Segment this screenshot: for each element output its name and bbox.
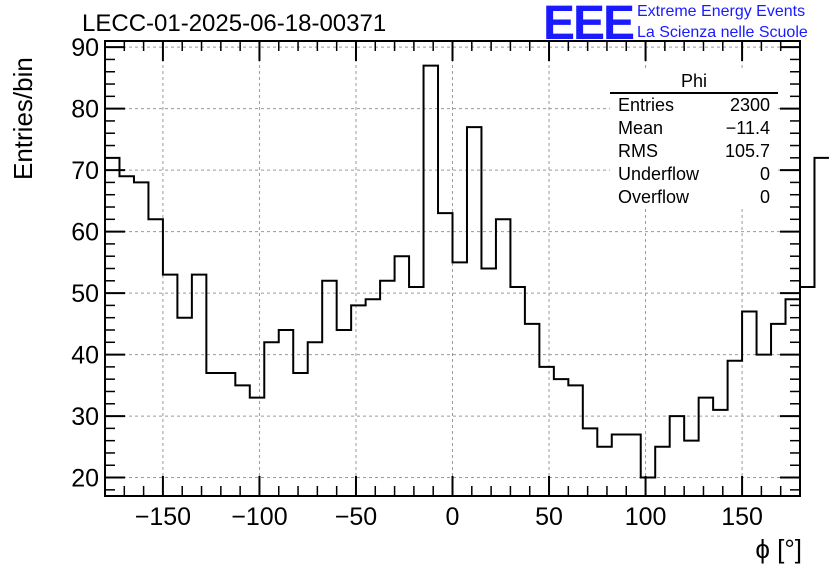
logo-line-2: La Scienza nelle Scuole <box>637 24 808 41</box>
x-tick-label: 50 <box>535 503 563 531</box>
eee-logo: EEE <box>543 0 635 50</box>
stats-value: 105.7 <box>724 141 770 161</box>
x-tick-label: 150 <box>721 503 763 531</box>
y-tick-label: 30 <box>71 403 99 431</box>
stats-row: Overflow 0 <box>610 186 778 209</box>
tick-labels: 20 30 40 50 60 70 80 90 −150 −100 −50 0 50 100 150 <box>71 34 763 531</box>
page-title: LECC-01-2025-06-18-00371 <box>82 10 387 37</box>
stats-label: Entries <box>618 95 675 115</box>
x-tick-label: −100 <box>231 503 287 531</box>
x-tick-label: −50 <box>335 503 377 531</box>
y-tick-label: 20 <box>71 465 99 493</box>
stats-value: 0 <box>759 164 770 184</box>
stats-value: −11.4 <box>725 118 770 138</box>
y-tick-label: 60 <box>71 219 99 247</box>
stats-label: RMS <box>618 141 658 161</box>
stats-label: Mean <box>618 118 664 138</box>
histogram-series-line <box>105 64 829 479</box>
x-tick-label: 100 <box>625 503 667 531</box>
stats-label: Underflow <box>618 164 700 184</box>
stats-label: Overflow <box>618 187 690 207</box>
x-axis-label: ϕ [°] <box>755 534 802 564</box>
y-tick-label: 70 <box>71 157 99 185</box>
stats-row: Entries 2300 <box>610 94 778 117</box>
stats-box: Phi Entries 2300 Mean −11.4 RMS 105.7 Under… <box>610 70 778 209</box>
x-tick-label: 0 <box>446 503 460 531</box>
y-tick-label: 50 <box>71 280 99 308</box>
stats-value: 0 <box>759 187 770 207</box>
stats-value: 2300 <box>729 95 770 115</box>
logo-line-1: Extreme Energy Events <box>637 3 806 20</box>
stats-row: RMS 105.7 <box>610 140 778 163</box>
axis-ticks <box>104 41 801 496</box>
stats-row: Mean −11.4 <box>610 117 778 140</box>
y-tick-label: 40 <box>71 342 99 370</box>
x-tick-label: −150 <box>135 503 191 531</box>
y-tick-label: 90 <box>71 34 99 62</box>
stats-name: Phi <box>610 70 778 94</box>
y-tick-label: 80 <box>71 96 99 124</box>
plot-frame <box>104 40 801 497</box>
stats-row: Underflow 0 <box>610 163 778 186</box>
y-axis-label: Entries/bin <box>8 57 38 180</box>
